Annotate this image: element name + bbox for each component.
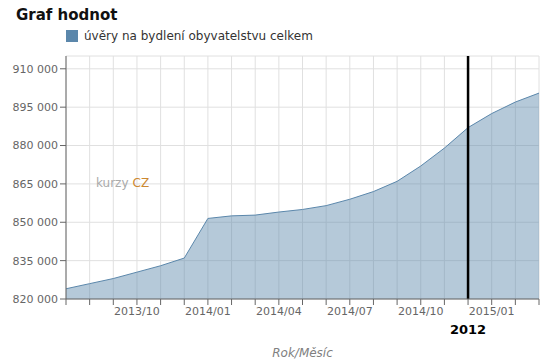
svg-text:Rok/Měsíc: Rok/Měsíc: [272, 346, 333, 360]
svg-text:910 000: 910 000: [13, 63, 59, 76]
html-text:Graf hodnot: Graf hodnot: [16, 6, 118, 24]
svg-text:850 000: 850 000: [13, 216, 59, 229]
svg-text:2014/10: 2014/10: [398, 305, 444, 318]
svg-text:2014/04: 2014/04: [256, 305, 302, 318]
html-text:úvěry na bydlení obyvatelstvu: úvěry na bydlení obyvatelstvu celkem: [84, 29, 313, 43]
svg-text:865 000: 865 000: [13, 178, 59, 191]
svg-text:2012: 2012: [450, 322, 486, 337]
svg-text:2014/07: 2014/07: [327, 305, 373, 318]
html-text:kurzy CZ: kurzy CZ: [96, 176, 150, 190]
svg-text:820 000: 820 000: [13, 293, 59, 306]
svg-text:2014/01: 2014/01: [185, 305, 231, 318]
svg-text:2015/01: 2015/01: [469, 305, 515, 318]
svg-text:880 000: 880 000: [13, 139, 59, 152]
svg-text:2013/10: 2013/10: [114, 305, 160, 318]
svg-text:835 000: 835 000: [13, 255, 59, 268]
svg-text:895 000: 895 000: [13, 101, 59, 114]
